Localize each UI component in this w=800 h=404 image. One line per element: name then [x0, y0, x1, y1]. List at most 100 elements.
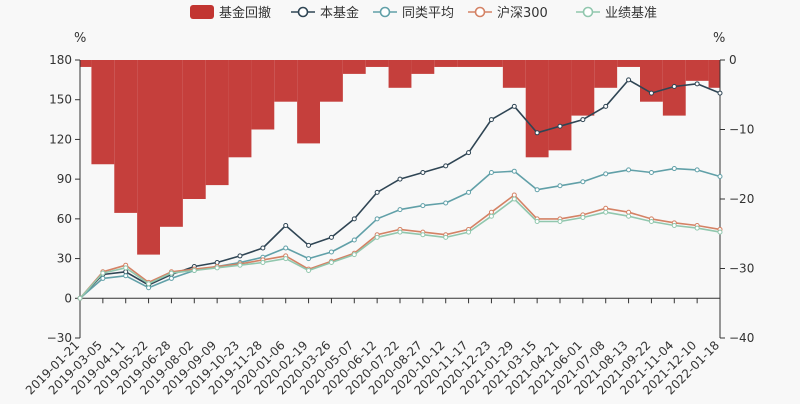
data-point[interactable]	[603, 171, 609, 177]
data-point[interactable]	[717, 90, 723, 96]
data-point[interactable]	[443, 200, 449, 206]
drawdown-bar[interactable]	[365, 60, 389, 67]
data-point[interactable]	[648, 90, 654, 96]
drawdown-bar[interactable]	[617, 60, 640, 67]
data-point[interactable]	[260, 245, 266, 251]
data-point[interactable]	[123, 273, 129, 279]
drawdown-bar[interactable]	[80, 60, 92, 67]
data-point[interactable]	[488, 117, 494, 123]
data-point[interactable]	[466, 189, 472, 195]
data-point[interactable]	[511, 196, 517, 202]
drawdown-bar[interactable]	[160, 60, 183, 227]
data-point[interactable]	[717, 229, 723, 235]
data-point[interactable]	[100, 270, 106, 276]
data-point[interactable]	[397, 176, 403, 182]
drawdown-bar[interactable]	[137, 60, 160, 255]
data-point[interactable]	[694, 167, 700, 173]
data-point[interactable]	[648, 170, 654, 176]
drawdown-bar[interactable]	[685, 60, 709, 81]
data-point[interactable]	[306, 256, 312, 262]
data-point[interactable]	[671, 166, 677, 172]
data-point[interactable]	[557, 219, 563, 225]
data-point[interactable]	[260, 260, 266, 266]
data-point[interactable]	[397, 229, 403, 235]
data-point[interactable]	[534, 187, 540, 193]
data-point[interactable]	[283, 245, 289, 251]
data-point[interactable]	[283, 256, 289, 262]
data-point[interactable]	[351, 216, 357, 222]
drawdown-bar[interactable]	[480, 60, 503, 67]
drawdown-bar[interactable]	[594, 60, 618, 88]
drawdown-bar[interactable]	[434, 60, 458, 67]
drawdown-bar[interactable]	[205, 60, 229, 186]
data-point[interactable]	[146, 285, 152, 291]
drawdown-bar[interactable]	[571, 60, 595, 116]
data-point[interactable]	[557, 123, 563, 129]
data-point[interactable]	[488, 170, 494, 176]
data-point[interactable]	[168, 270, 174, 276]
data-point[interactable]	[511, 192, 517, 198]
drawdown-bar[interactable]	[182, 60, 206, 199]
data-point[interactable]	[77, 295, 83, 301]
drawdown-bar[interactable]	[708, 60, 720, 88]
data-point[interactable]	[717, 173, 723, 179]
data-point[interactable]	[511, 168, 517, 174]
data-point[interactable]	[534, 130, 540, 136]
drawdown-bar[interactable]	[457, 60, 480, 67]
drawdown-bar[interactable]	[251, 60, 275, 130]
data-point[interactable]	[443, 163, 449, 169]
drawdown-bar[interactable]	[114, 60, 138, 213]
data-point[interactable]	[146, 281, 152, 287]
data-point[interactable]	[306, 242, 312, 248]
data-point[interactable]	[191, 267, 197, 273]
data-point[interactable]	[374, 216, 380, 222]
data-point[interactable]	[603, 209, 609, 215]
legend-item[interactable]: 本基金	[291, 5, 359, 21]
data-point[interactable]	[237, 253, 243, 259]
data-point[interactable]	[626, 167, 632, 173]
drawdown-bar[interactable]	[502, 60, 526, 88]
legend-item[interactable]: 沪深300	[468, 5, 548, 21]
drawdown-bar[interactable]	[91, 60, 115, 165]
data-point[interactable]	[328, 234, 334, 240]
data-point[interactable]	[123, 265, 129, 271]
data-point[interactable]	[283, 222, 289, 228]
data-point[interactable]	[603, 205, 609, 211]
data-point[interactable]	[420, 232, 426, 238]
drawdown-bar[interactable]	[228, 60, 252, 158]
data-point[interactable]	[671, 222, 677, 228]
data-point[interactable]	[351, 237, 357, 243]
data-point[interactable]	[237, 262, 243, 268]
data-point[interactable]	[374, 234, 380, 240]
drawdown-bar[interactable]	[548, 60, 572, 151]
data-point[interactable]	[420, 170, 426, 176]
drawdown-bar[interactable]	[411, 60, 435, 74]
data-point[interactable]	[603, 103, 609, 109]
data-point[interactable]	[580, 179, 586, 185]
data-point[interactable]	[488, 209, 494, 215]
data-point[interactable]	[168, 275, 174, 281]
data-point[interactable]	[580, 117, 586, 123]
data-point[interactable]	[351, 252, 357, 258]
legend-item[interactable]: 同类平均	[373, 6, 454, 21]
drawdown-bar[interactable]	[388, 60, 412, 88]
data-point[interactable]	[511, 103, 517, 109]
data-point[interactable]	[488, 213, 494, 219]
data-point[interactable]	[671, 83, 677, 89]
data-point[interactable]	[626, 209, 632, 215]
data-point[interactable]	[374, 189, 380, 195]
data-point[interactable]	[466, 150, 472, 156]
drawdown-bar[interactable]	[274, 60, 298, 102]
data-point[interactable]	[443, 234, 449, 240]
drawdown-bar[interactable]	[342, 60, 366, 74]
data-point[interactable]	[626, 213, 632, 219]
data-point[interactable]	[328, 249, 334, 255]
data-point[interactable]	[214, 265, 220, 271]
data-point[interactable]	[626, 77, 632, 83]
data-point[interactable]	[397, 207, 403, 213]
drawdown-bar[interactable]	[297, 60, 320, 144]
legend-item[interactable]: 业绩基准	[576, 6, 657, 21]
data-point[interactable]	[648, 219, 654, 225]
data-point[interactable]	[123, 269, 129, 275]
data-point[interactable]	[694, 81, 700, 87]
